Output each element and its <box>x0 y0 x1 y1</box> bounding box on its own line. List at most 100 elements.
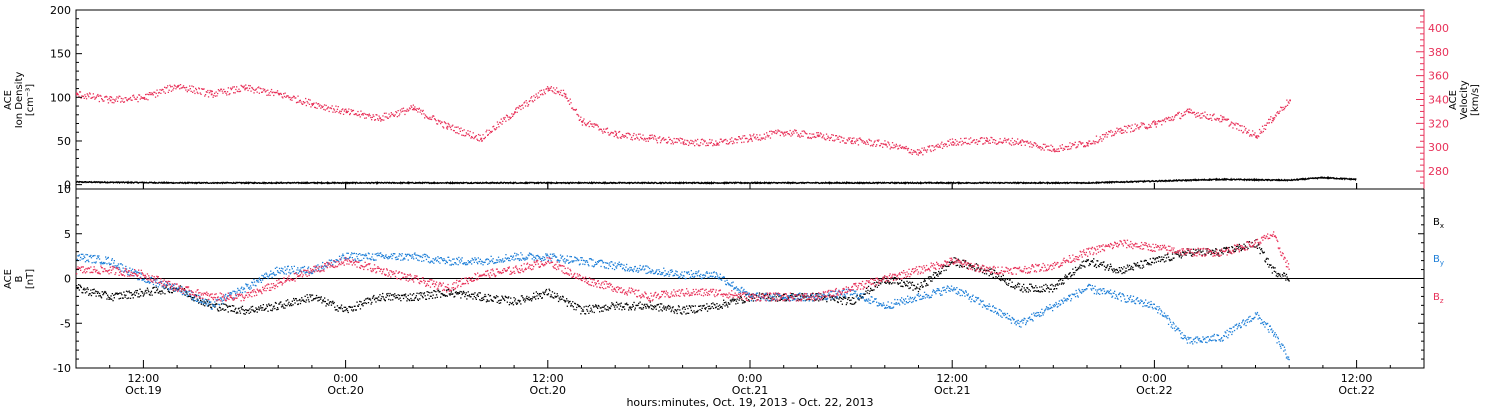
velocity-point <box>270 90 272 93</box>
bx-point <box>88 294 90 296</box>
bx-point <box>389 292 391 295</box>
bx-point <box>574 303 577 305</box>
velocity-point <box>675 141 677 143</box>
by-point <box>322 261 324 264</box>
velocity-point <box>690 142 693 144</box>
velocity-point <box>1044 143 1046 146</box>
bx-point <box>448 288 450 290</box>
velocity-point <box>849 137 851 139</box>
by-point <box>658 269 660 271</box>
bx-point <box>551 291 554 293</box>
velocity-point <box>945 144 947 146</box>
bx-point <box>457 293 459 295</box>
by-point <box>985 305 987 307</box>
velocity-point <box>924 149 926 151</box>
by-point <box>629 266 631 269</box>
by-point <box>620 263 622 265</box>
bx-point <box>117 293 119 295</box>
bx-point <box>233 310 235 313</box>
bx-point <box>123 294 126 296</box>
bx-point <box>1288 280 1290 282</box>
bx-point <box>1057 284 1059 286</box>
bx-point <box>841 297 843 300</box>
bx-point <box>842 298 844 300</box>
bx-point <box>659 306 661 308</box>
velocity-point <box>716 144 718 146</box>
velocity-point <box>717 142 719 145</box>
by-point <box>1045 308 1047 310</box>
velocity-point <box>1219 121 1221 123</box>
velocity-point <box>198 87 200 89</box>
velocity-point <box>167 85 169 87</box>
bx-point <box>1007 284 1009 286</box>
velocity-point <box>1076 146 1079 148</box>
by-point <box>876 301 878 303</box>
by-point <box>225 298 227 300</box>
bx-point <box>172 288 174 290</box>
bx-point <box>549 289 551 292</box>
bx-point <box>660 309 662 311</box>
by-point <box>720 278 722 281</box>
velocity-point <box>894 146 896 149</box>
velocity-point <box>778 130 781 132</box>
bx-point <box>205 303 207 305</box>
by-point <box>1025 323 1027 326</box>
by-point <box>477 263 479 265</box>
by-point <box>135 270 137 272</box>
by-point <box>345 257 347 259</box>
by-point <box>472 259 474 261</box>
velocity-point <box>993 139 995 141</box>
velocity-point <box>555 92 557 95</box>
by-point <box>452 263 455 266</box>
bx-point <box>748 300 750 302</box>
velocity-point <box>1114 133 1116 135</box>
by-point <box>693 276 695 279</box>
velocity-point <box>115 98 117 100</box>
by-point <box>1004 313 1007 316</box>
bx-point <box>682 306 684 308</box>
velocity-point <box>174 85 176 87</box>
velocity-point <box>1254 132 1256 134</box>
by-point <box>701 277 703 279</box>
velocity-point <box>1115 132 1117 134</box>
bx-point <box>903 281 905 283</box>
by-point <box>934 291 936 293</box>
velocity-point <box>190 90 192 92</box>
velocity-point <box>280 92 282 95</box>
velocity-point <box>604 131 606 133</box>
by-point <box>417 254 419 257</box>
bx-point <box>651 305 653 307</box>
bx-point <box>571 305 573 307</box>
velocity-point <box>1149 125 1151 127</box>
bx-point <box>906 280 908 282</box>
by-point <box>428 256 430 259</box>
bx-point <box>1281 277 1283 279</box>
velocity-point <box>414 108 417 110</box>
bx-point <box>555 295 558 298</box>
bx-point <box>630 307 632 309</box>
velocity-point <box>1242 131 1245 133</box>
velocity-point <box>872 145 874 147</box>
by-point <box>388 257 390 259</box>
by-point <box>1026 320 1028 322</box>
velocity-point <box>888 144 891 146</box>
by-point <box>475 259 477 261</box>
by-point <box>226 297 228 299</box>
by-point <box>640 269 642 271</box>
by-point <box>235 295 237 297</box>
bx-point <box>855 301 857 303</box>
by-point <box>452 258 454 260</box>
bx-point <box>590 307 592 309</box>
by-point <box>928 297 930 299</box>
bx-point <box>998 278 1000 280</box>
bx-point <box>1196 251 1198 254</box>
by-point <box>189 294 192 296</box>
by-point <box>259 278 261 281</box>
bx-point <box>357 305 359 307</box>
bx-point <box>798 298 800 301</box>
velocity-point <box>1267 122 1269 124</box>
velocity-point <box>78 95 80 97</box>
bx-point <box>640 307 642 309</box>
bx-point <box>1178 254 1180 256</box>
